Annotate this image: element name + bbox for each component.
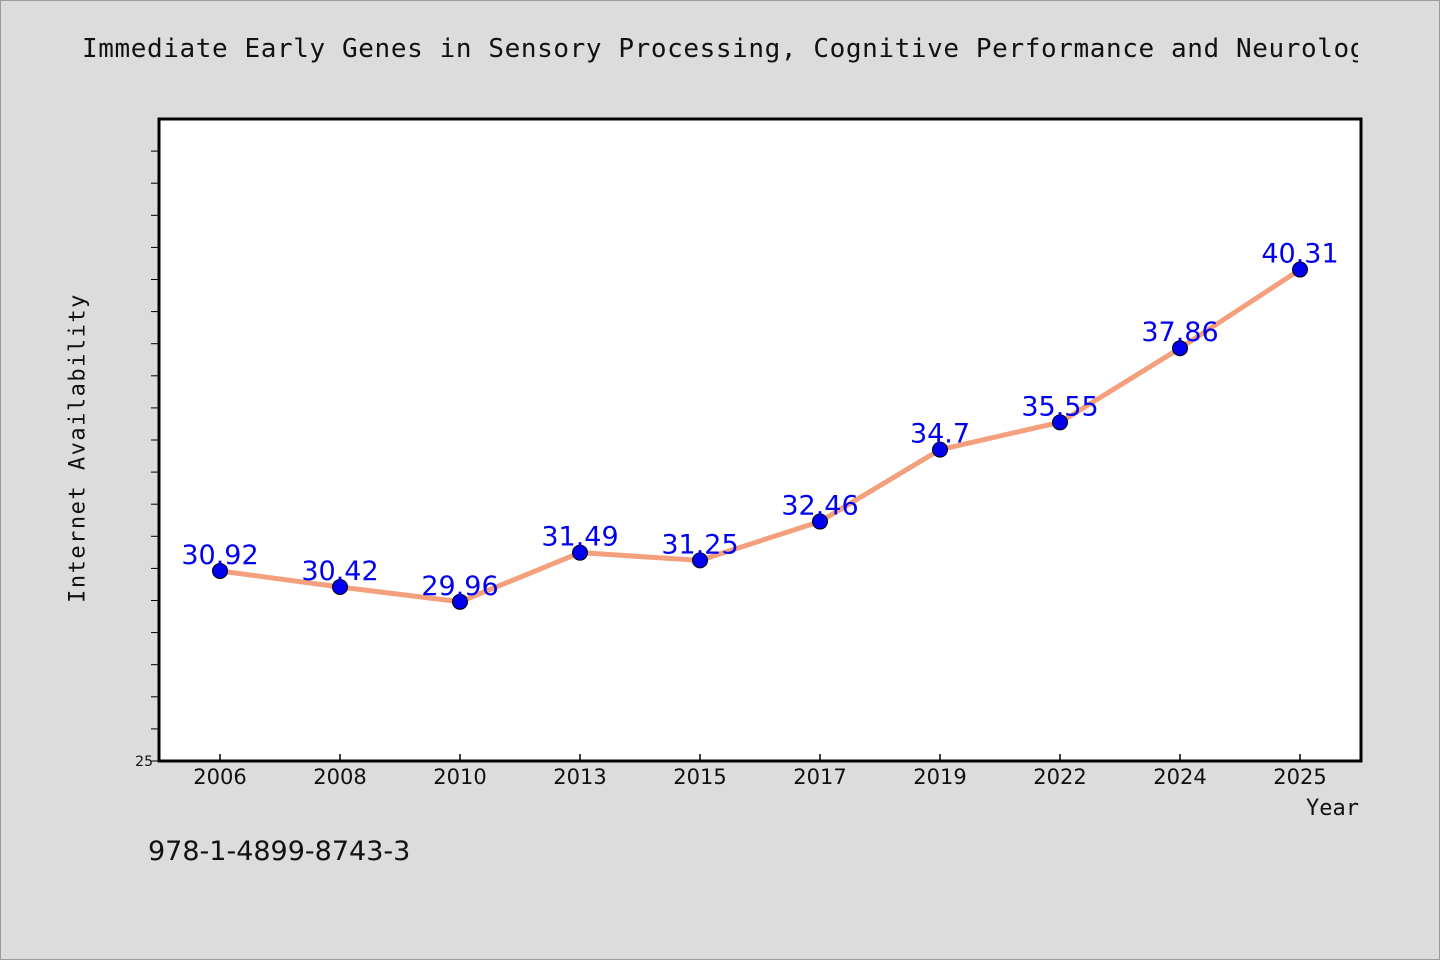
- data-point: [572, 544, 588, 561]
- data-point: [692, 552, 708, 569]
- y-tick-label: 25: [135, 754, 153, 770]
- x-tick-label: 2017: [793, 765, 846, 789]
- data-point: [1172, 340, 1188, 357]
- series-line-group: [217, 267, 1303, 605]
- data-point: [212, 562, 228, 579]
- data-label: 34.7: [910, 419, 970, 450]
- x-axis-ticks: 2006 2008 2010 2013 2015 2017 2019 2022 2024 2025: [193, 754, 1327, 789]
- data-point: [452, 593, 468, 610]
- plot-area: [157, 117, 1363, 763]
- data-label: 32.46: [781, 491, 858, 522]
- x-tick-label: 2006: [193, 765, 246, 789]
- data-markers: [212, 261, 1308, 610]
- data-point: [1292, 261, 1308, 278]
- data-label: 35.55: [1021, 391, 1098, 422]
- data-label: 30.92: [181, 540, 258, 571]
- data-label: 31.49: [541, 522, 618, 553]
- series-line: [217, 267, 1303, 605]
- y-axis-ticks: 25: [135, 150, 159, 770]
- data-label: 31.25: [661, 529, 738, 560]
- data-label: 37.86: [1141, 317, 1218, 348]
- x-axis-label: Year: [1306, 796, 1359, 821]
- data-point: [932, 441, 948, 458]
- data-point: [1052, 414, 1068, 431]
- data-point: [332, 579, 348, 596]
- x-tick-label: 2010: [433, 765, 486, 789]
- isbn-text: 978-1-4899-8743-3: [148, 836, 411, 867]
- x-tick-label: 2013: [553, 765, 606, 789]
- x-tick-label: 2019: [913, 765, 966, 789]
- data-label: 30.42: [301, 556, 378, 587]
- x-tick-label: 2015: [673, 765, 726, 789]
- x-tick-label: 2024: [1153, 765, 1206, 789]
- data-label: 40.31: [1261, 239, 1338, 270]
- data-label: 29.96: [421, 571, 498, 602]
- data-labels: 30.92 30.42 29.96 31.49 31.25 32.46 34.7 35.55 3…: [181, 239, 1338, 602]
- x-tick-label: 2025: [1273, 765, 1326, 789]
- chart-title: Immediate Early Genes in Sensory Process…: [82, 34, 1358, 64]
- x-tick-label: 2022: [1033, 765, 1086, 789]
- x-tick-label: 2008: [313, 765, 366, 789]
- data-point: [812, 513, 828, 530]
